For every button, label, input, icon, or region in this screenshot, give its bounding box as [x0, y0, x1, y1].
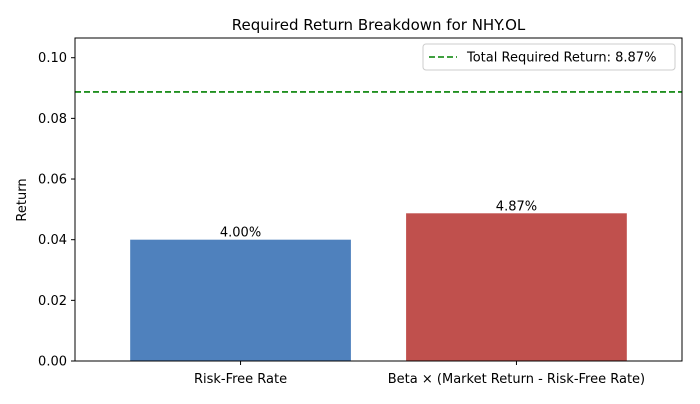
y-tick-label-3: 0.04 — [38, 233, 67, 248]
axes-layer: 0.00 0.02 0.04 0.06 0.08 0.10 — [38, 37, 683, 370]
y-axis-label: Return — [15, 178, 30, 221]
legend: Total Required Return: 8.87% — [422, 43, 676, 71]
legend-label-total: Total Required Return: 8.87% — [466, 51, 656, 66]
x-tick-label-2: Beta × (Market Return - Risk-Free Rate) — [388, 372, 645, 387]
bar-1 — [130, 239, 351, 361]
chart-title: Required Return Breakdown for NHY.OL — [232, 16, 526, 34]
plot-frame — [74, 37, 683, 362]
y-tick-label-5: 0.08 — [38, 112, 67, 127]
bar-2 — [406, 213, 627, 361]
x-tick-label-1: Risk-Free Rate — [194, 372, 287, 387]
y-tick-label-4: 0.06 — [38, 173, 67, 188]
y-tick-label-2: 0.02 — [38, 294, 67, 309]
y-tick-label-1: 0.00 — [38, 355, 67, 370]
bar-value-label-1: 4.00% — [220, 226, 261, 241]
bar-value-label-2: 4.87% — [496, 199, 537, 214]
legend-box — [422, 43, 676, 71]
bars-layer: 4.00% Risk-Free Rate 4.87% Beta × (Market R… — [130, 199, 645, 387]
y-tick-label-6: 0.10 — [38, 51, 67, 66]
